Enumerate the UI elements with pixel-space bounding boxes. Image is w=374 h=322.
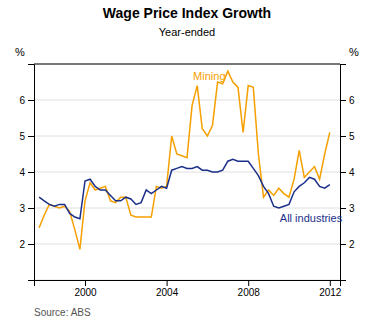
annotation: Mining — [193, 70, 225, 82]
tick: 6 — [340, 95, 355, 106]
tick-mark — [340, 172, 346, 173]
tick-label: 2008 — [238, 287, 261, 298]
tick: 3 — [19, 203, 34, 214]
tick-mark — [28, 100, 34, 101]
grid-line — [34, 208, 340, 209]
tick — [340, 64, 346, 65]
annotations: Mining All industries — [193, 70, 343, 223]
tick-label: 5 — [349, 131, 355, 142]
subtitle: Year-ended — [159, 26, 215, 38]
tick-mark — [28, 64, 34, 65]
chart-container: 2000 2004 2008 2012 2 3 4 5 6 2 3 4 5 6 Mining All indu… — [0, 0, 374, 322]
tick-label: 6 — [349, 95, 355, 106]
frame-top — [34, 64, 340, 65]
grid-line — [34, 100, 340, 101]
tick: 6 — [19, 95, 34, 106]
tick: 5 — [19, 131, 34, 142]
tick — [340, 280, 346, 281]
tick-mark — [340, 64, 346, 65]
tick: 2000 — [74, 280, 97, 298]
y2-axis-label: % — [349, 46, 359, 58]
tick-mark — [340, 208, 346, 209]
tick-mark — [340, 244, 346, 245]
tick-mark — [85, 280, 86, 286]
grid-line — [34, 136, 340, 137]
tick-label: 3 — [349, 203, 355, 214]
tick-label: 2012 — [319, 287, 342, 298]
tick-mark — [28, 244, 34, 245]
tick-label: 5 — [19, 131, 25, 142]
tick: 4 — [340, 167, 355, 178]
tick-mark — [340, 136, 346, 137]
tick-mark — [167, 280, 168, 286]
tick-mark — [28, 136, 34, 137]
tick-label: 2004 — [156, 287, 179, 298]
tick — [28, 280, 34, 281]
tick: 3 — [340, 203, 355, 214]
tick-mark — [340, 280, 346, 281]
tick-mark — [28, 208, 34, 209]
tick: 2004 — [156, 280, 179, 298]
y-axis-label: % — [15, 46, 25, 58]
tick-mark — [248, 280, 249, 286]
tick-mark — [330, 280, 331, 286]
title: Wage Price Index Growth — [103, 5, 271, 21]
tick: 2 — [19, 239, 34, 250]
tick-label: 2000 — [74, 287, 97, 298]
tick: 2 — [340, 239, 355, 250]
chart: 2000 2004 2008 2012 2 3 4 5 6 2 3 4 5 6 Mining All indu… — [0, 0, 374, 322]
tick: 4 — [19, 167, 34, 178]
tick-label: 6 — [19, 95, 25, 106]
tick-label: 4 — [349, 167, 355, 178]
axis-yticks: 2 3 4 5 6 — [19, 65, 34, 281]
tick-label: 3 — [19, 203, 25, 214]
tick-mark — [28, 280, 34, 281]
axis-line — [341, 65, 347, 281]
tick-mark — [28, 172, 34, 173]
annotation: All industries — [280, 212, 343, 224]
axis-line — [28, 65, 35, 281]
tick-mark — [340, 100, 346, 101]
axis-y2ticks: 2 3 4 5 6 — [340, 65, 355, 281]
tick-label: 2 — [349, 239, 355, 250]
plot: 2000 2004 2008 2012 2 3 4 5 6 2 3 4 5 6 Mining All indu… — [19, 64, 355, 298]
axis-xticks: 2000 2004 2008 2012 — [35, 280, 342, 298]
tick: 5 — [340, 131, 355, 142]
grid — [34, 64, 340, 280]
grid-line — [34, 172, 340, 173]
line — [39, 159, 330, 218]
tick-label: 4 — [19, 167, 25, 178]
tick: 2008 — [238, 280, 261, 298]
tick-label: 2 — [19, 239, 25, 250]
tick: 2012 — [319, 280, 342, 298]
grid-line — [34, 64, 340, 65]
tick — [28, 64, 34, 65]
source: Source: ABS — [34, 307, 91, 318]
axis-line — [35, 281, 341, 287]
